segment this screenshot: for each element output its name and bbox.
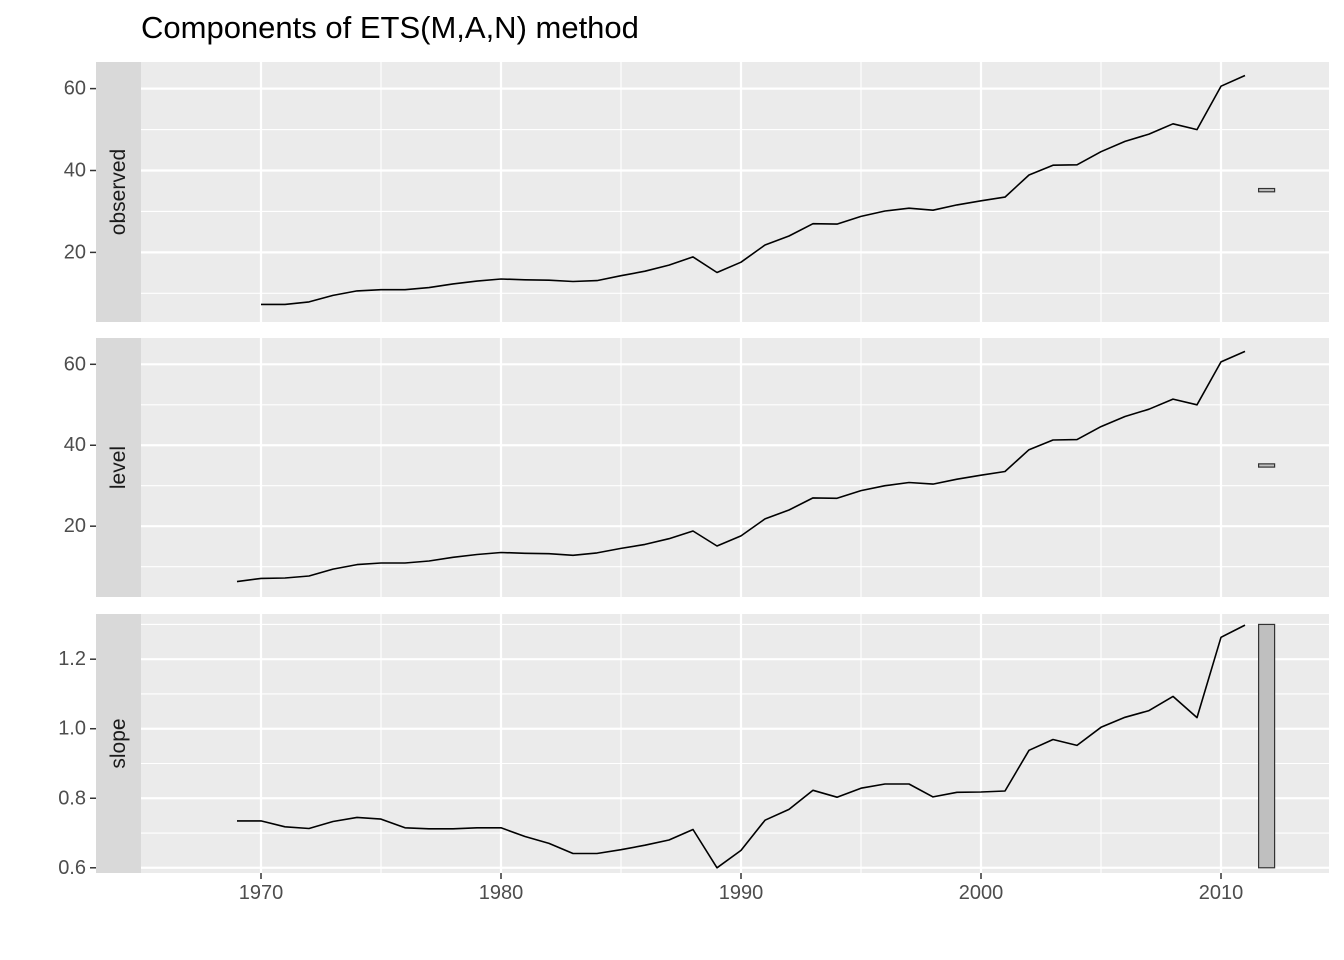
panel-background-observed (141, 62, 1329, 322)
x-tick-label: 1990 (719, 882, 764, 904)
y-tick-label: 60 (64, 353, 86, 375)
x-axis: 1970 1980 1990 2000 2010 (239, 873, 1244, 904)
panel-background-level (141, 338, 1329, 597)
strip-observed (96, 62, 141, 322)
x-tick-label: 2010 (1199, 882, 1244, 904)
x-tick-label: 1970 (239, 882, 284, 904)
y-tick-label: 0.6 (58, 857, 86, 879)
series-line-level (236, 350, 1246, 583)
strip-label-observed: observed (107, 149, 130, 235)
series-line-slope (237, 624, 1246, 869)
panels-layer: observed 20 40 60 level 20 40 60 slope 0.6 0.8 1.0 1… (58, 62, 1329, 879)
panel-background-slope (141, 614, 1329, 873)
y-tick-label: 40 (64, 160, 86, 182)
y-tick-label: 1.0 (58, 718, 86, 740)
range-bar-level (1257, 463, 1276, 468)
y-tick-label: 20 (64, 241, 86, 263)
y-tick-label: 60 (64, 78, 86, 100)
strip-level (96, 338, 141, 597)
strip-label-slope: slope (107, 718, 130, 768)
series-line-observed (261, 74, 1246, 306)
range-bar-observed (1257, 187, 1276, 193)
y-tick-label: 1.2 (58, 648, 86, 670)
strip-label-level: level (107, 446, 130, 489)
strip-slope (96, 614, 141, 873)
panel-observed: observed 20 40 60 (64, 62, 1329, 322)
y-tick-label: 40 (64, 434, 86, 456)
panel-level: level 20 40 60 (64, 338, 1329, 597)
x-tick-label: 2000 (959, 882, 1004, 904)
panel-slope: slope 0.6 0.8 1.0 1.2 (58, 614, 1329, 879)
y-tick-label: 0.8 (58, 787, 86, 809)
x-tick-label: 1980 (479, 882, 524, 904)
chart-title: Components of ETS(M,A,N) method (141, 10, 639, 45)
y-tick-label: 20 (64, 515, 86, 537)
range-bar-slope (1257, 623, 1276, 869)
